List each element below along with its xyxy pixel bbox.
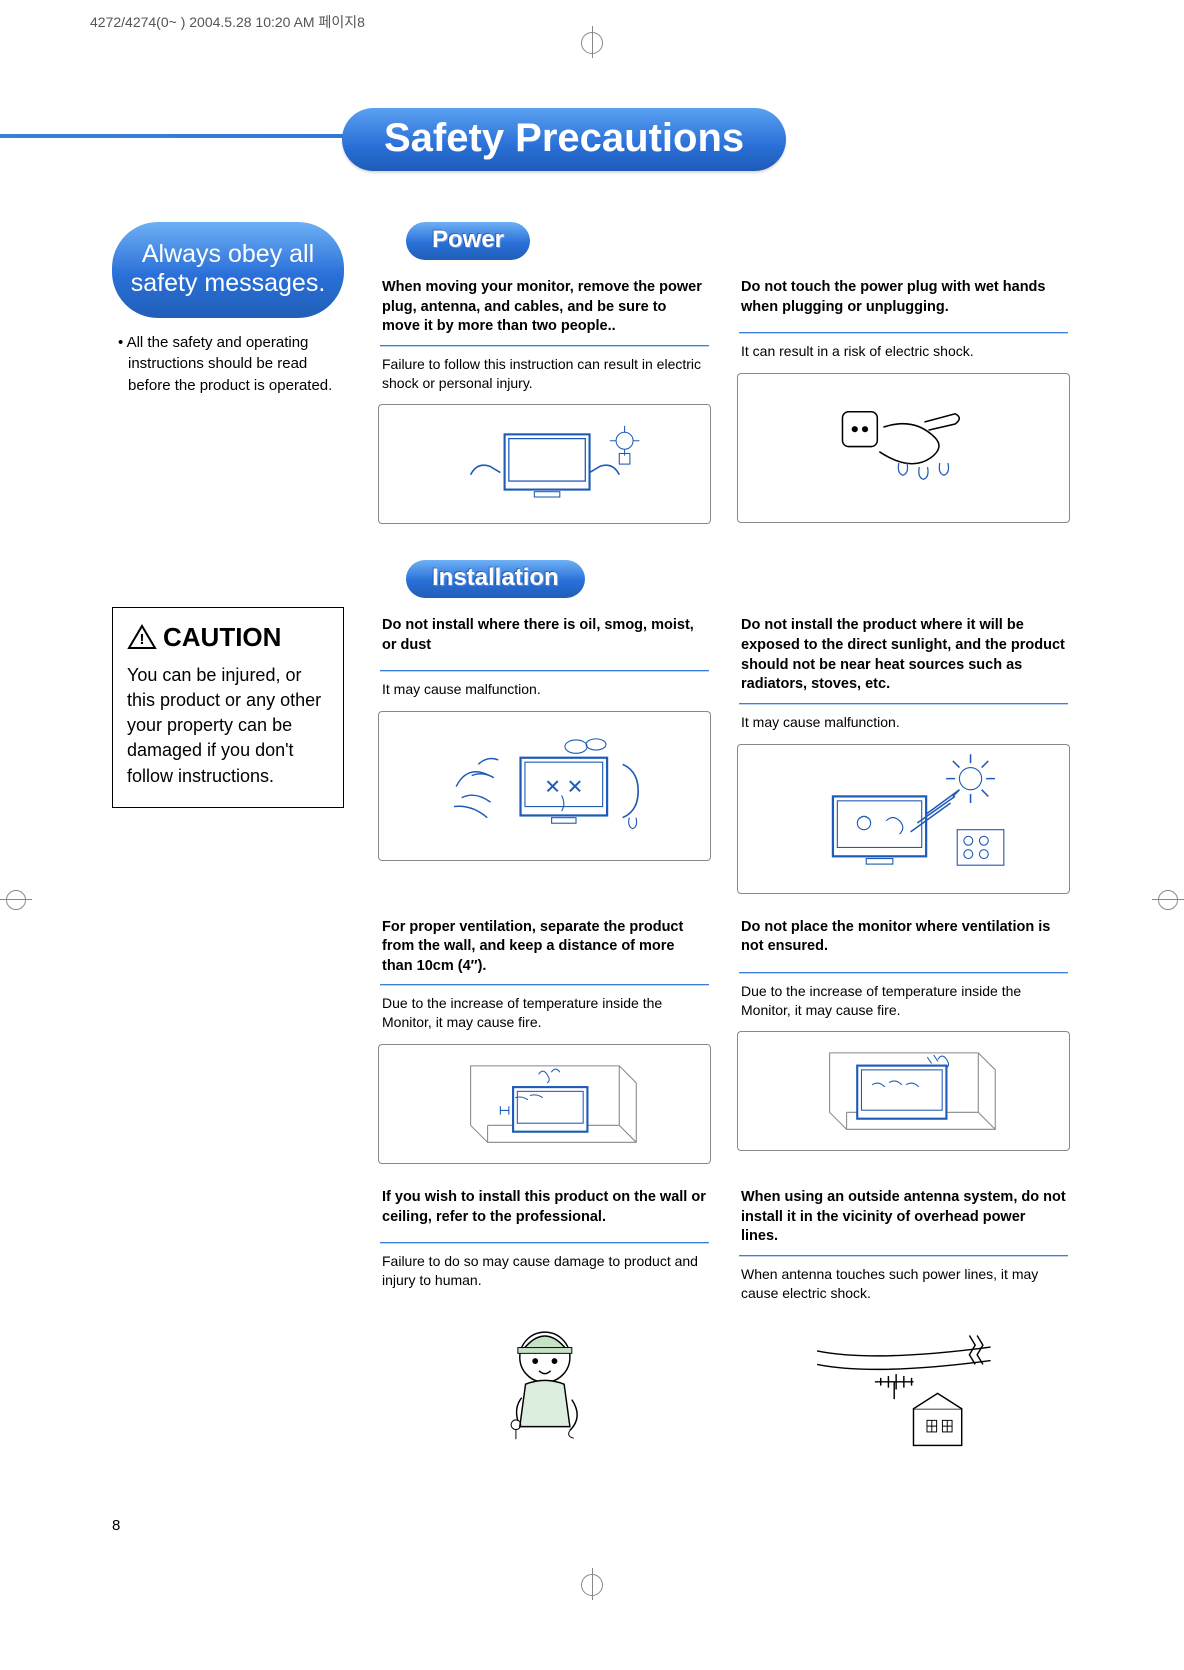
card-divider	[380, 1242, 709, 1244]
power-card-2: Do not touch the power plug with wet han…	[735, 278, 1072, 524]
install-card-2b: Do not place the monitor where ventilati…	[735, 918, 1072, 1164]
illustration-no-ventilation	[737, 1031, 1070, 1151]
install-card-2a: For proper ventilation, separate the pro…	[376, 918, 713, 1164]
power-row: When moving your monitor, remove the pow…	[376, 278, 1072, 524]
title-bar: Safety Precautions	[112, 102, 1072, 172]
card-divider	[380, 670, 709, 672]
card-head: For proper ventilation, separate the pro…	[376, 918, 713, 985]
illustration-ventilation-gap	[378, 1044, 711, 1164]
install-card-1b: Do not install the product where it will…	[735, 616, 1072, 893]
card-sub: It may cause malfunction.	[735, 713, 1072, 740]
install-row-1: Do not install where there is oil, smog,…	[376, 616, 1072, 893]
card-head: When using an outside antenna system, do…	[735, 1188, 1072, 1255]
caution-box: ! CAUTION You can be injured, or this pr…	[112, 607, 344, 808]
crop-mark-top	[0, 32, 1184, 62]
install-row-2: For proper ventilation, separate the pro…	[376, 918, 1072, 1164]
obey-line2: safety messages.	[122, 269, 334, 298]
card-head: Do not place the monitor where ventilati…	[735, 918, 1072, 972]
card-head: If you wish to install this product on t…	[376, 1188, 713, 1242]
warning-triangle-icon: !	[127, 624, 157, 650]
install-card-1a: Do not install where there is oil, smog,…	[376, 616, 713, 893]
svg-text:✕ ✕: ✕ ✕	[544, 776, 583, 798]
illustration-moving-monitor	[378, 404, 711, 524]
page-number: 8	[112, 1517, 1072, 1534]
obey-line1: Always obey all	[122, 240, 334, 269]
card-sub: It can result in a risk of electric shoc…	[735, 342, 1072, 369]
install-card-3b: When using an outside antenna system, do…	[735, 1188, 1072, 1464]
caution-label: CAUTION	[163, 622, 281, 653]
card-divider	[739, 332, 1068, 334]
card-divider	[739, 972, 1068, 974]
card-divider	[739, 703, 1068, 705]
card-sub: Due to the increase of temperature insid…	[735, 982, 1072, 1028]
svg-text:!: !	[140, 631, 145, 648]
card-sub: Failure to do so may cause damage to pro…	[376, 1252, 713, 1298]
install-card-3a: If you wish to install this product on t…	[376, 1188, 713, 1464]
card-divider	[380, 984, 709, 986]
illustration-wet-hands	[737, 373, 1070, 523]
card-divider	[739, 1255, 1068, 1257]
card-head: Do not install where there is oil, smog,…	[376, 616, 713, 670]
card-head: Do not touch the power plug with wet han…	[735, 278, 1072, 332]
card-head: When moving your monitor, remove the pow…	[376, 278, 713, 345]
section-power-label: Power	[406, 222, 530, 260]
crop-mark-left	[0, 890, 32, 910]
illustration-sunlight	[737, 744, 1070, 894]
card-sub: Failure to follow this instruction can r…	[376, 355, 713, 401]
crop-mark-right	[1152, 890, 1184, 910]
illustration-professional	[378, 1302, 711, 1452]
obey-note: • All the safety and operating instructi…	[112, 332, 344, 397]
caution-heading: ! CAUTION	[127, 622, 329, 653]
card-divider	[380, 345, 709, 347]
illustration-dust: ✕ ✕	[378, 711, 711, 861]
crop-mark-bottom	[0, 1574, 1184, 1604]
caution-body: You can be injured, or this product or a…	[127, 663, 329, 789]
section-installation-label: Installation	[406, 560, 585, 598]
power-card-1: When moving your monitor, remove the pow…	[376, 278, 713, 524]
card-sub: Due to the increase of temperature insid…	[376, 994, 713, 1040]
obey-pill: Always obey all safety messages.	[112, 222, 344, 318]
card-sub: It may cause malfunction.	[376, 680, 713, 707]
page-title: Safety Precautions	[342, 108, 786, 171]
install-row-3: If you wish to install this product on t…	[376, 1188, 1072, 1464]
illustration-antenna	[737, 1315, 1070, 1465]
card-head: Do not install the product where it will…	[735, 616, 1072, 702]
card-sub: When antenna touches such power lines, i…	[735, 1265, 1072, 1311]
